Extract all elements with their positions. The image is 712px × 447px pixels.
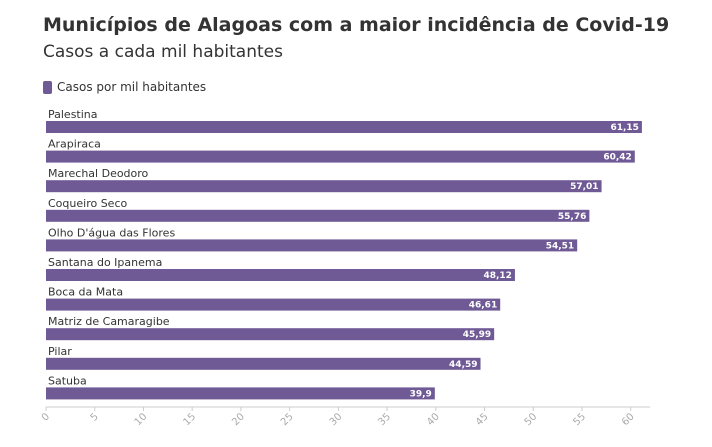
category-label: Santana do Ipanema (48, 256, 162, 269)
category-label: Arapiraca (48, 138, 101, 151)
bar (46, 357, 481, 370)
bar-value-label: 39,9 (410, 389, 432, 399)
x-tick-label: 20 (230, 411, 247, 428)
bar-value-label: 46,61 (469, 301, 497, 311)
bar-value-label: 57,01 (570, 182, 598, 192)
bar (46, 239, 578, 252)
category-label: Olho D'água das Flores (48, 226, 175, 239)
category-label: Boca da Mata (48, 286, 123, 299)
chart-legend: Casos por mil habitantes (43, 80, 206, 94)
bar-value-label: 54,51 (546, 241, 574, 251)
category-label: Satuba (48, 374, 87, 387)
bar (46, 180, 602, 193)
category-label: Pilar (48, 345, 72, 358)
bar-value-label: 45,99 (463, 330, 491, 340)
x-tick-label: 25 (279, 411, 296, 428)
bar (46, 298, 501, 311)
chart-subtitle: Casos a cada mil habitantes (43, 42, 283, 62)
x-tick-label: 5 (89, 411, 101, 423)
bar-value-label: 44,59 (449, 360, 477, 370)
bar-value-label: 48,12 (483, 271, 511, 281)
category-label: Matriz de Camaragibe (48, 315, 170, 328)
bar (46, 269, 515, 281)
x-tick-label: 55 (571, 411, 588, 428)
bar-value-label: 60,42 (603, 153, 631, 163)
bar (46, 328, 495, 341)
legend-label: Casos por mil habitantes (57, 80, 207, 94)
category-label: Palestina (48, 108, 98, 121)
bar-value-label: 61,15 (610, 123, 638, 133)
x-tick-label: 30 (328, 411, 345, 428)
x-tick-label: 40 (425, 411, 442, 428)
x-tick-label: 10 (133, 411, 150, 428)
category-label: Marechal Deodoro (48, 167, 149, 180)
x-tick-label: 50 (523, 411, 540, 428)
legend-swatch (43, 80, 52, 94)
x-tick-label: 60 (620, 411, 637, 428)
x-tick-label: 35 (376, 411, 393, 428)
x-tick-label: 15 (182, 411, 199, 428)
bar (46, 121, 642, 133)
chart-title: Municípios de Alagoas com a maior incidê… (43, 14, 670, 36)
bar (46, 387, 435, 400)
bar (46, 150, 635, 163)
x-tick-label: 45 (474, 411, 491, 428)
category-label: Coqueiro Seco (48, 197, 127, 210)
bar-value-label: 55,76 (558, 212, 586, 222)
bar (46, 209, 590, 222)
x-tick-label: 0 (40, 411, 52, 423)
